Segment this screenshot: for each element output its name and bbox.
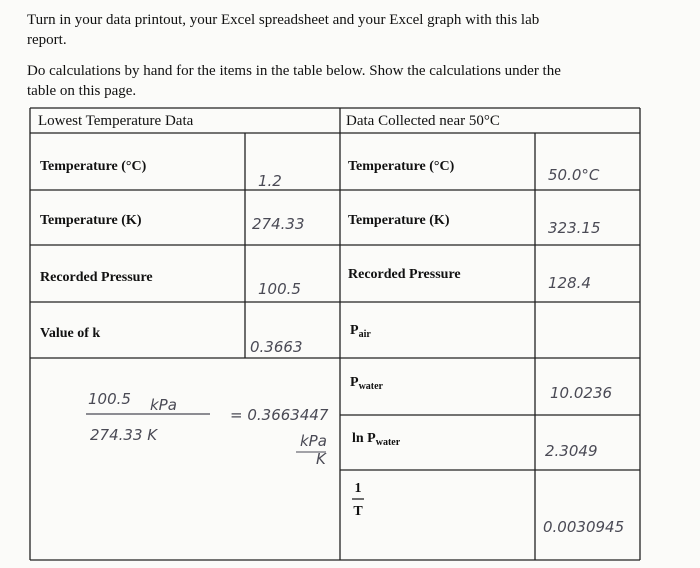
handwritten-value: 2.3049 [545,442,598,460]
handwritten-value: 1.2 [258,172,282,190]
handwritten-value: 128.4 [548,274,591,292]
calc-denominator: 274.33 K [90,426,158,444]
fraction-numerator: 1 [355,481,362,496]
row-label: Temperature (°C) [40,159,147,174]
column-header: Data Collected near 50°C [346,113,500,129]
label-main: ln P [352,431,376,446]
instruction-line: table on this page. [27,83,136,99]
handwritten-value: 0.3663 [250,338,303,356]
handwritten-value: 323.15 [548,219,601,237]
instruction-line: Do calculations by hand for the items in… [27,63,561,79]
handwritten-calculation: 100.5 kPa 274.33 K = 0.3663447 kPa K [86,390,329,468]
row-label: Temperature (°C) [348,159,455,174]
handwritten-value: 10.0236 [550,384,612,402]
label-main: P [350,323,359,338]
calc-numerator: 100.5 [88,390,131,408]
calc-unit: kPa [300,432,327,450]
row-label: Pwater [350,375,384,392]
row-label: ln Pwater [352,431,401,448]
handwritten-value: 274.33 [252,215,305,233]
handwritten-value: 50.0°C [548,166,600,184]
table-grid [29,107,641,561]
row-label: Recorded Pressure [40,270,153,285]
row-label: Value of k [40,326,100,341]
calc-result: = 0.3663447 [230,406,329,424]
instruction-line: report. [27,32,67,48]
row-label: Recorded Pressure [348,267,461,282]
label-subscript: water [376,437,401,448]
label-subscript: air [359,329,372,340]
row-label: Pair [350,323,371,340]
label-subscript: water [359,381,384,392]
fraction-denominator: T [353,504,363,519]
column-header: Lowest Temperature Data [38,113,194,129]
calc-unit: K [316,450,327,468]
handwritten-value: 100.5 [258,280,301,298]
handwritten-value: 0.0030945 [543,518,624,536]
label-main: P [350,375,359,390]
row-label: Temperature (K) [40,213,142,228]
calc-unit: kPa [150,396,177,414]
instruction-line: Turn in your data printout, your Excel s… [27,12,539,28]
row-label: Temperature (K) [348,213,450,228]
